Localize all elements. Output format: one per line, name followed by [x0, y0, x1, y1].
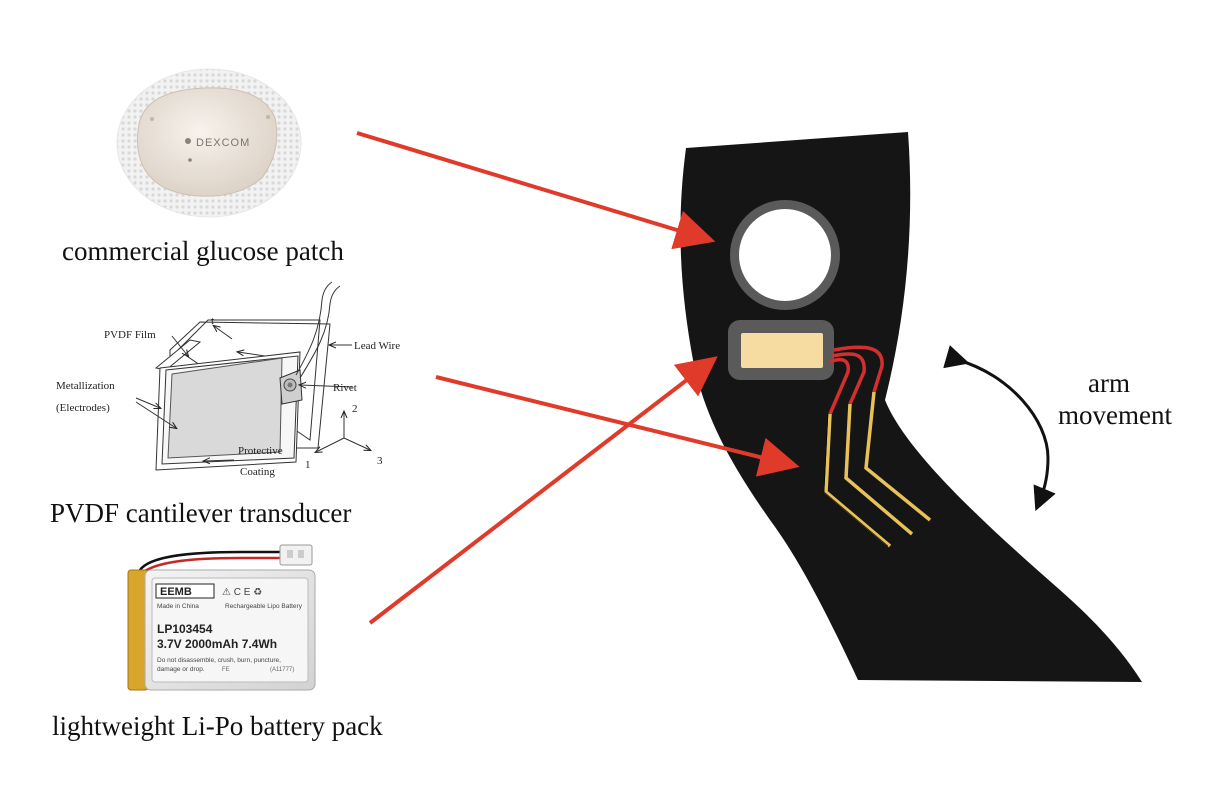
metallization-label: Metallization	[56, 380, 115, 392]
electrodes-label: (Electrodes)	[56, 402, 110, 414]
battery-fe: FE	[222, 667, 230, 673]
svg-text:⚠ C E ♻: ⚠ C E ♻	[222, 587, 262, 598]
pointer-arrows	[356, 131, 800, 625]
caption-pvdf: PVDF cantilever transducer	[50, 498, 352, 528]
battery-specs: 3.7V 2000mAh 7.4Wh	[157, 637, 277, 651]
caption-glucose-patch: commercial glucose patch	[62, 236, 344, 266]
caption-movement: movement	[1058, 400, 1172, 430]
pvdf-film-label: PVDF Film	[104, 329, 156, 341]
battery-warning-2: damage or drop.	[157, 666, 205, 673]
battery-warning-1: Do not disassemble, crush, burn, punctur…	[157, 657, 281, 664]
battery-code: (A11777)	[270, 667, 294, 673]
battery-image: EEMB ⚠ C E ♻ Made in China Rechargeable …	[127, 544, 316, 691]
axis-3-label: 3	[377, 455, 383, 467]
pvdf-t-label: t	[211, 315, 214, 327]
glucose-patch-image: DEXCOM	[116, 68, 302, 218]
pvdf-labels: t PVDF Film Lead Wire Metallization (Ele…	[56, 315, 400, 478]
arm-movement-arrow	[943, 345, 1056, 512]
axis-2-label: 2	[352, 403, 358, 415]
arrow-battery	[368, 356, 718, 625]
arrow-patch	[356, 131, 716, 250]
sleeve-illustration	[680, 132, 1142, 682]
arrow-pvdf	[435, 375, 800, 477]
caption-arm: arm	[1088, 368, 1130, 398]
axis-1-label: 1	[305, 459, 311, 471]
battery-model: LP103454	[157, 622, 213, 636]
patch-brand-text: DEXCOM	[196, 137, 250, 149]
battery-brand: EEMB	[160, 586, 192, 598]
lead-wire-label: Lead Wire	[354, 340, 400, 352]
pvdf-electrodes	[824, 391, 932, 548]
sleeve-wires	[828, 345, 884, 415]
caption-battery: lightweight Li-Po battery pack	[52, 711, 383, 741]
battery-made-in: Made in China	[157, 603, 199, 610]
battery-type: Rechargeable Lipo Battery	[225, 603, 303, 610]
pvdf-transducer-drawing	[135, 281, 370, 471]
coating-label: Coating	[240, 466, 275, 478]
rivet-label: Rivet	[333, 382, 357, 394]
protective-label: Protective	[238, 445, 283, 457]
sleeve-battery-pad	[741, 333, 823, 368]
sleeve-patch-window	[739, 209, 831, 301]
